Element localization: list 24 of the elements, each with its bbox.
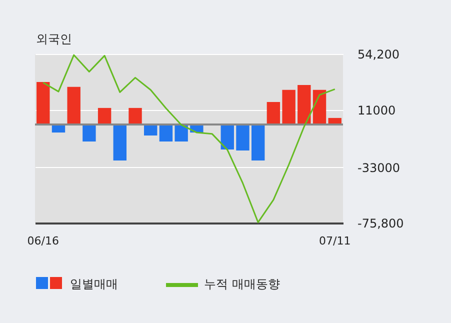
bar xyxy=(251,124,265,160)
bar xyxy=(67,86,80,124)
legend-label: 누적 매매동향 xyxy=(204,276,280,293)
bar xyxy=(236,124,250,150)
y-tick-label: -75,800 xyxy=(358,216,404,230)
bar xyxy=(82,124,96,142)
legend-label: 일별매매 xyxy=(70,276,118,293)
bar xyxy=(159,124,173,142)
line-series xyxy=(42,54,336,224)
bar xyxy=(128,108,142,124)
bar xyxy=(113,124,127,160)
bar xyxy=(282,90,296,124)
y-tick-label: -33000 xyxy=(358,160,400,175)
y-tick-label: 54,200 xyxy=(358,48,400,62)
bar xyxy=(266,102,280,124)
chart-title: 외국인 xyxy=(36,31,72,48)
bar xyxy=(98,108,112,124)
x-tick-label: 07/11 xyxy=(319,234,351,248)
bar xyxy=(36,82,50,124)
bar xyxy=(220,124,234,150)
x-tick-label: 06/16 xyxy=(27,234,59,248)
y-tick-label: 11000 xyxy=(358,104,396,118)
bar xyxy=(298,84,311,124)
bar xyxy=(174,124,188,142)
